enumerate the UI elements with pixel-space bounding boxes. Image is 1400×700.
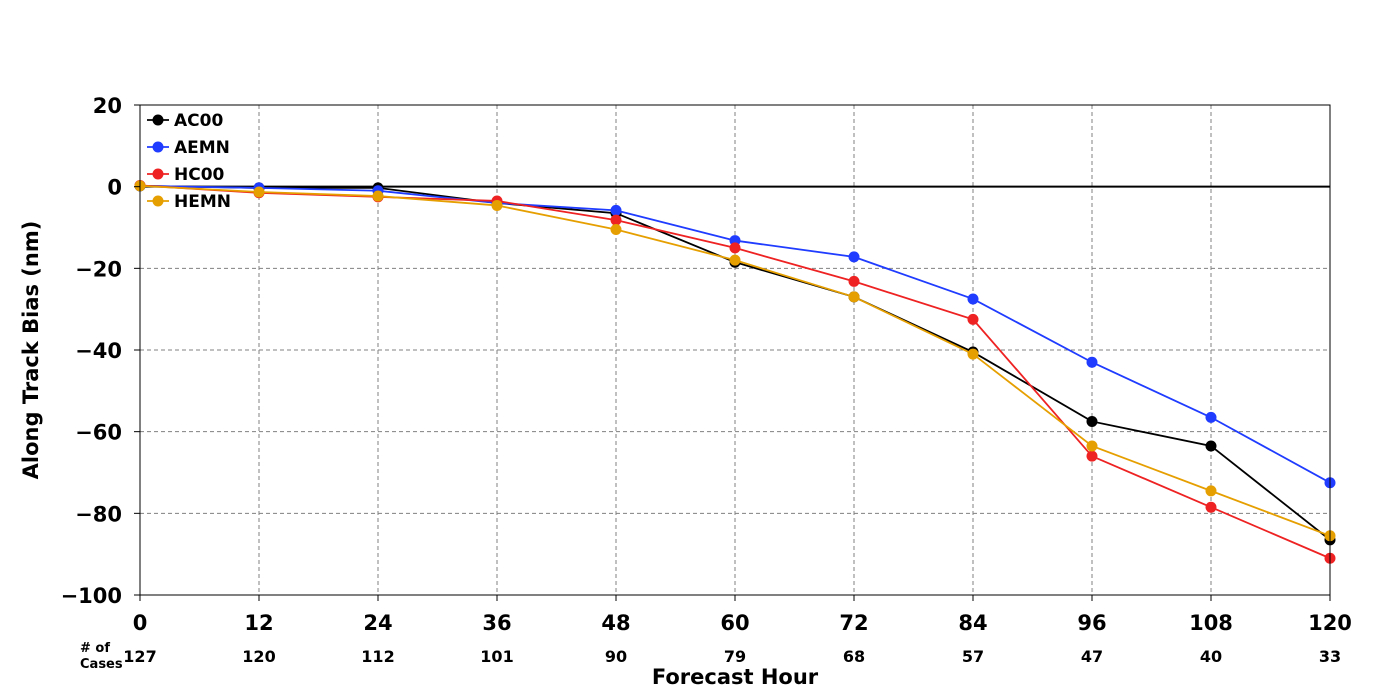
series-layer	[134, 179, 1336, 564]
legend-item-hc00: HC00	[147, 165, 225, 185]
data-point-aemn	[1086, 356, 1098, 368]
y-tick-label: 20	[93, 94, 122, 118]
legend-marker	[152, 114, 164, 126]
data-point-hc00	[610, 214, 622, 226]
data-point-hc00	[729, 242, 741, 254]
data-point-hemn	[253, 186, 265, 198]
x-tick-label: 120	[1308, 611, 1352, 635]
x-tick-label: 72	[839, 611, 868, 635]
legend-item-ac00: AC00	[147, 111, 223, 131]
legend-marker	[152, 141, 164, 153]
y-axis-title: Along Track Bias (nm)	[19, 221, 43, 480]
legend-marker	[152, 195, 164, 207]
data-point-aemn	[610, 204, 622, 216]
case-count-label: 127	[123, 647, 156, 666]
case-count-label: 33	[1319, 647, 1341, 666]
cases-header-line2: Cases	[80, 657, 123, 672]
data-point-ac00	[1086, 415, 1098, 427]
case-count-label: 112	[361, 647, 394, 666]
y-tick-label: −40	[75, 339, 122, 363]
x-axis-title: Forecast Hour	[652, 665, 819, 689]
series-line-aemn	[139, 184, 1331, 484]
legend: AC00 AEMN HC00 HEMN	[147, 111, 231, 212]
x-tick-label: 96	[1077, 611, 1106, 635]
data-point-hc00	[1205, 501, 1217, 513]
case-count-label: 90	[605, 647, 627, 666]
data-point-hc00	[848, 275, 860, 287]
data-point-hemn	[610, 224, 622, 236]
data-point-hemn	[1086, 440, 1098, 452]
data-point-hemn	[848, 291, 860, 303]
y-tick-label: −60	[75, 421, 122, 445]
legend-label: AC00	[174, 111, 223, 131]
data-point-aemn	[967, 293, 979, 305]
x-tick-label: 108	[1189, 611, 1233, 635]
x-tick-label: 84	[958, 611, 987, 635]
axis-ticks: 0 127 12 120 24 112 36 101 48 90 60 79 72 68 84 57 96 47 1…	[61, 94, 1352, 666]
grid-lines	[140, 105, 1330, 595]
case-count-label: 40	[1200, 647, 1222, 666]
data-point-aemn	[1205, 411, 1217, 423]
x-tick-label: 12	[244, 611, 273, 635]
y-tick-label: 0	[107, 176, 122, 200]
x-tick-label: 60	[720, 611, 749, 635]
legend-marker	[152, 168, 164, 180]
legend-item-aemn: AEMN	[147, 138, 230, 158]
data-point-ac00	[1205, 440, 1217, 452]
legend-label: HEMN	[174, 192, 231, 212]
legend-label: HC00	[174, 165, 225, 185]
case-count-label: 68	[843, 647, 865, 666]
data-point-hemn	[729, 254, 741, 266]
y-tick-label: −20	[75, 257, 122, 281]
y-tick-label: −100	[61, 584, 122, 608]
data-point-hc00	[967, 313, 979, 325]
data-point-hc00	[1086, 450, 1098, 462]
case-count-label: 47	[1081, 647, 1103, 666]
x-tick-label: 0	[133, 611, 148, 635]
case-count-label: 120	[242, 647, 275, 666]
x-tick-label: 36	[482, 611, 511, 635]
case-count-label: 101	[480, 647, 513, 666]
legend-item-hemn: HEMN	[147, 192, 231, 212]
data-point-hemn	[1205, 485, 1217, 497]
case-count-label: 57	[962, 647, 984, 666]
series-hemn	[134, 180, 1336, 542]
data-point-aemn	[848, 251, 860, 263]
y-tick-label: −80	[75, 502, 122, 526]
x-tick-label: 24	[363, 611, 392, 635]
data-point-hemn	[491, 199, 503, 211]
case-count-label: 79	[724, 647, 746, 666]
cases-header-line1: # of	[80, 641, 110, 656]
data-point-hemn	[372, 190, 384, 202]
x-tick-label: 48	[601, 611, 630, 635]
data-point-hemn	[967, 348, 979, 360]
legend-label: AEMN	[174, 138, 230, 158]
